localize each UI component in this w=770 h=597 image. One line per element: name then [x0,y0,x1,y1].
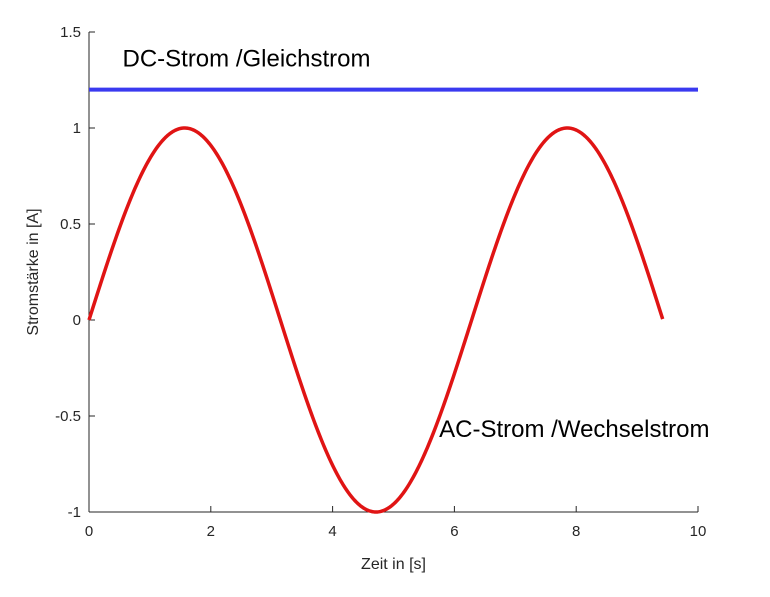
y-tick-label: 0.5 [60,216,81,233]
y-tick-label: 1.5 [60,24,81,41]
x-tick-label: 0 [85,523,93,540]
y-tick-label: 1 [73,120,81,137]
y-tick-label: -0.5 [55,408,81,425]
x-tick-label: 10 [690,523,707,540]
annotations: DC-Strom /Gleichstrom AC-Strom /Wechselst… [122,46,709,444]
x-tick-label: 4 [328,523,336,540]
x-tick-label: 6 [450,523,458,540]
y-tick-label: 0 [73,312,81,329]
y-tick-label: -1 [68,504,81,521]
series-line-ac [87,126,665,514]
x-axis-label: Zeit in [s] [361,556,426,573]
x-tick-label: 8 [572,523,580,540]
x-tick-label: 2 [207,523,215,540]
axes [88,32,698,513]
series-group [87,87,698,514]
annotation-label: DC-Strom /Gleichstrom [122,46,370,73]
annotation-label: AC-Strom /Wechselstrom [439,416,709,443]
ticks: 0 2 4 6 8 10 -1 -0.5 0 0.5 1 1.5 [55,24,706,540]
y-axis-label: Stromstärke in [A] [25,208,42,335]
